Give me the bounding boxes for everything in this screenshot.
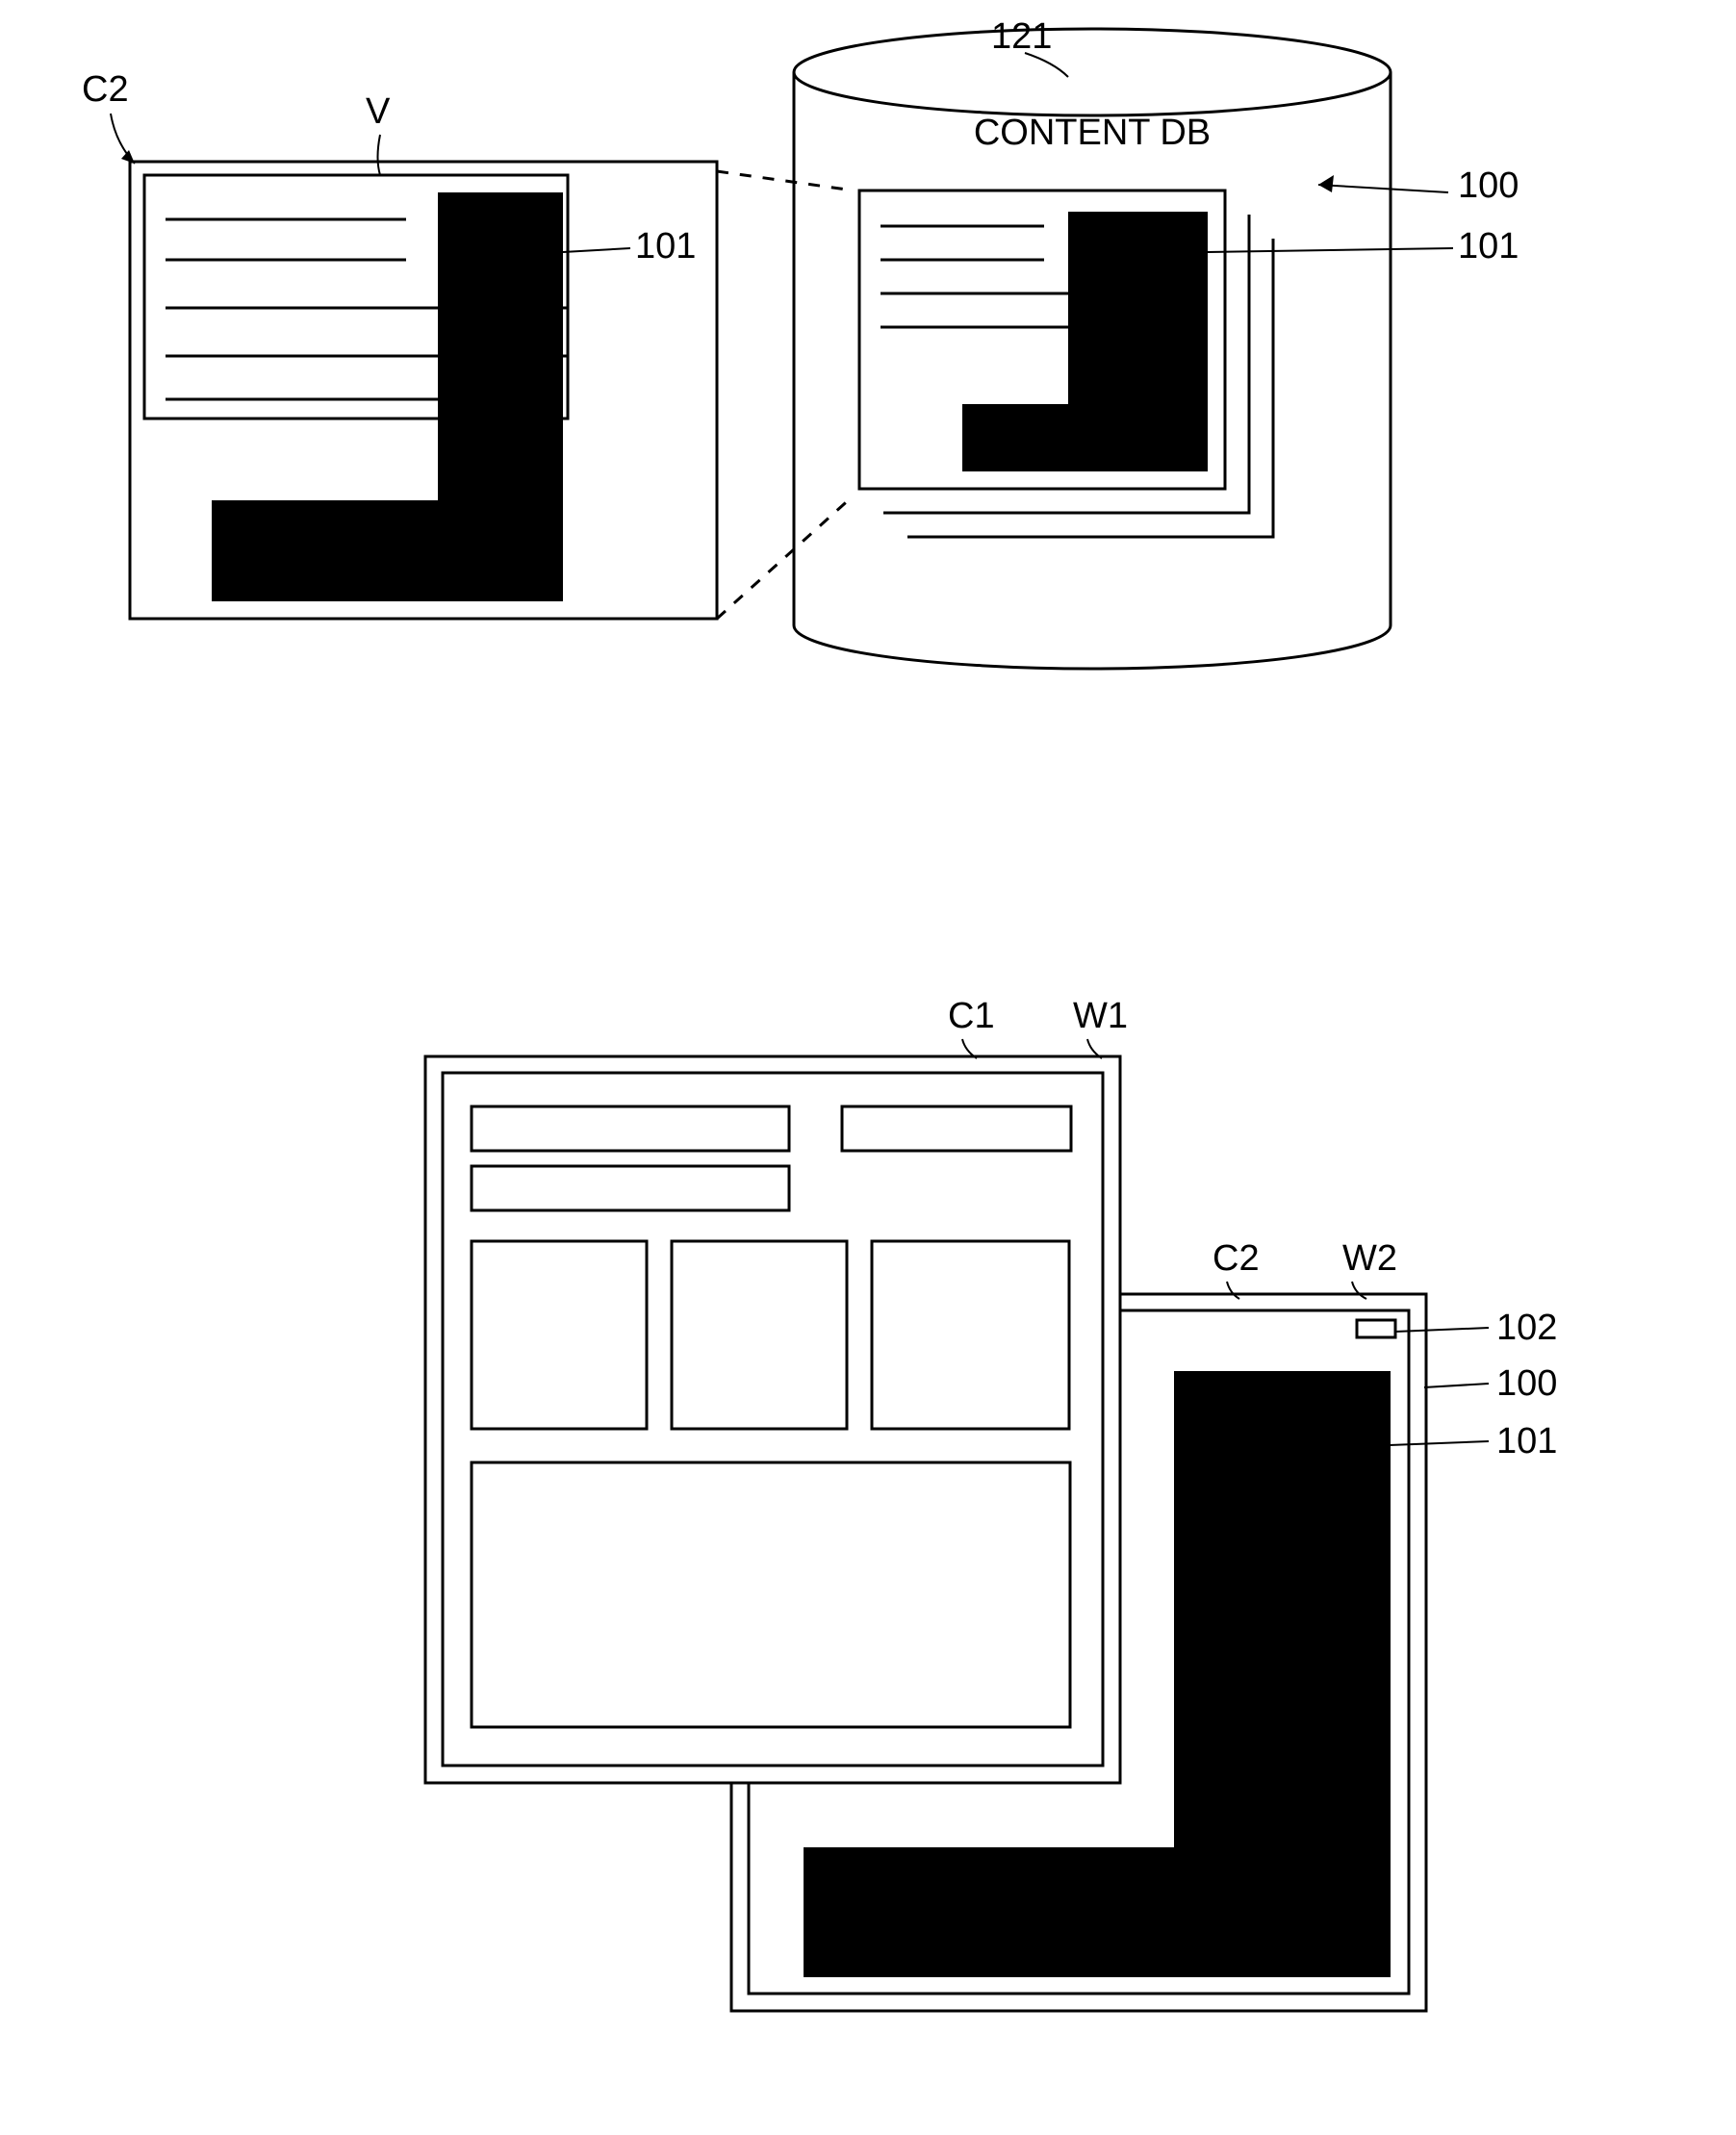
label-w1: W1 [1073, 996, 1128, 1036]
c2-arrow [121, 150, 135, 164]
w1-panel-2[interactable] [672, 1241, 847, 1429]
label-102: 102 [1496, 1308, 1557, 1348]
diagram-top: CONTENT DB C2 V 121 100 [82, 16, 1519, 669]
w1-toolbar-field-1[interactable] [472, 1106, 789, 1151]
doc100-arrow [1318, 175, 1334, 192]
lshape101-right-leader [1208, 248, 1453, 252]
label-w2: W2 [1342, 1238, 1397, 1279]
num100-leader [1424, 1384, 1489, 1387]
content-db-title: CONTENT DB [974, 113, 1211, 153]
label-101-left: 101 [635, 226, 696, 267]
w1-panel-bottom[interactable] [472, 1462, 1070, 1727]
w1-panel-3[interactable] [872, 1241, 1069, 1429]
projection-lines [717, 171, 854, 619]
label-c2-bottom: C2 [1213, 1238, 1260, 1279]
w1-toolbar-field-2[interactable] [472, 1166, 789, 1210]
label-c2: C2 [82, 69, 129, 110]
doc100-leader-line [1318, 185, 1448, 192]
label-v: V [366, 91, 391, 132]
label-c1: C1 [948, 996, 995, 1036]
label-100: 100 [1458, 165, 1519, 206]
label-101-bottom: 101 [1496, 1421, 1557, 1461]
label-121: 121 [991, 16, 1052, 57]
w1-panel-1[interactable] [472, 1241, 647, 1429]
diagram-bottom: C1 W1 C2 W2 102 100 101 [425, 996, 1557, 2011]
close-button[interactable] [1357, 1320, 1395, 1337]
label-100-bottom: 100 [1496, 1363, 1557, 1404]
w1-toolbar-field-3[interactable] [842, 1106, 1071, 1151]
label-101-right: 101 [1458, 226, 1519, 267]
